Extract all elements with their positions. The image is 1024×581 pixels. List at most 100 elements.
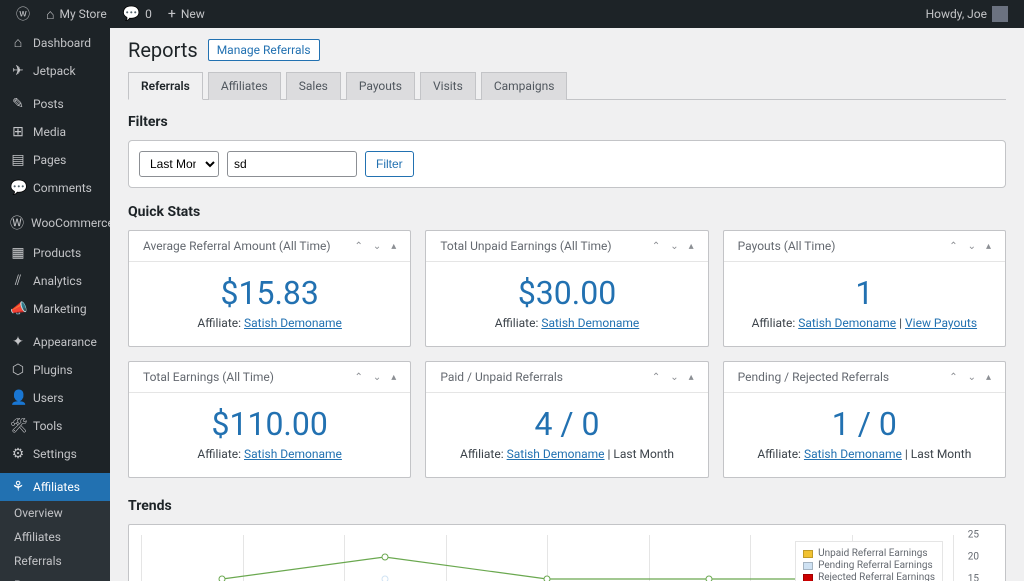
sidebar-item-appearance[interactable]: ✦Appearance (0, 328, 110, 356)
legend-item: Rejected Referral Earnings (803, 572, 935, 581)
quick-stats-heading: Quick Stats (128, 204, 1006, 220)
stat-value: $110.00 (139, 405, 400, 443)
sidebar-item-woocommerce[interactable]: Ⓦ WooCommerce (0, 207, 110, 239)
stat-controls[interactable]: ⌃⌄▴ (652, 372, 694, 383)
sidebar-item-label: Tools (33, 419, 62, 433)
stat-meta: Affiliate: Satish Demoname | View Payout… (734, 316, 995, 330)
submenu-item-overview[interactable]: Overview (0, 501, 110, 525)
howdy-text: Howdy, Joe (926, 7, 987, 21)
affiliate-link[interactable]: Satish Demoname (541, 316, 639, 330)
wp-logo[interactable]: ⓦ (8, 0, 38, 28)
sidebar-item-label: Comments (33, 181, 92, 195)
stat-controls[interactable]: ⌃⌄▴ (949, 241, 991, 252)
products-icon: ▦ (10, 245, 26, 261)
sidebar-item-jetpack[interactable]: ✈ Jetpack (0, 57, 110, 85)
tab-referrals[interactable]: Referrals (128, 72, 203, 100)
legend-item: Pending Referral Earnings (803, 560, 935, 571)
sidebar-item-pages[interactable]: ▤Pages (0, 146, 110, 174)
affiliate-link[interactable]: Satish Demoname (244, 316, 342, 330)
stat-card: Paid / Unpaid Referrals⌃⌄▴4 / 0Affiliate… (425, 361, 708, 478)
stat-controls[interactable]: ⌃⌄▴ (355, 372, 397, 383)
submenu-item-referrals[interactable]: Referrals (0, 549, 110, 573)
stat-controls[interactable]: ⌃⌄▴ (949, 372, 991, 383)
admin-sidebar: ⌂Dashboard ✈ Jetpack ✎ Posts ⊞Media▤Pages💬Com… (0, 28, 110, 581)
legend-swatch (803, 574, 813, 581)
sidebar-item-label: Posts (33, 97, 64, 111)
sidebar-item-tools[interactable]: 🛠Tools (0, 412, 110, 440)
stat-title: Average Referral Amount (All Time) (143, 239, 331, 253)
chart-marker (381, 576, 388, 581)
stat-meta: Affiliate: Satish Demoname | Last Month (734, 447, 995, 461)
sidebar-item-users[interactable]: 👤Users (0, 384, 110, 412)
tab-affiliates[interactable]: Affiliates (208, 72, 281, 100)
marketing-icon: 📣 (10, 301, 26, 317)
stats-grid: Average Referral Amount (All Time)⌃⌄▴$15… (128, 230, 1006, 478)
affiliate-link[interactable]: Satish Demoname (804, 447, 902, 461)
site-link[interactable]: ⌂My Store (38, 0, 115, 28)
stat-value: 1 / 0 (734, 405, 995, 443)
legend-label: Unpaid Referral Earnings (818, 548, 927, 559)
sidebar-item-products[interactable]: ▦ Products (0, 239, 110, 267)
plugins-icon: ⬡ (10, 362, 26, 378)
manage-referrals-button[interactable]: Manage Referrals (208, 39, 320, 61)
woocommerce-icon: Ⓦ (10, 213, 24, 233)
tab-campaigns[interactable]: Campaigns (481, 72, 568, 100)
tab-sales[interactable]: Sales (286, 72, 341, 100)
stat-title: Total Unpaid Earnings (All Time) (440, 239, 611, 253)
sidebar-item-media[interactable]: ⊞Media (0, 118, 110, 146)
sidebar-item-analytics[interactable]: ⫽Analytics (0, 267, 110, 295)
date-range-select[interactable]: Last Month (139, 151, 219, 177)
trends-chart: 10152025 Unpaid Referral EarningsPending… (141, 535, 993, 581)
main-content: Reports Manage Referrals ReferralsAffili… (110, 28, 1024, 581)
sidebar-item-label: Pages (33, 153, 66, 167)
sidebar-item-comments[interactable]: 💬Comments (0, 174, 110, 202)
stat-controls[interactable]: ⌃⌄▴ (652, 241, 694, 252)
legend-swatch (803, 550, 813, 558)
comments-link[interactable]: 💬0 (115, 0, 160, 28)
sidebar-item-label: Dashboard (33, 36, 91, 50)
stat-card: Average Referral Amount (All Time)⌃⌄▴$15… (128, 230, 411, 347)
filter-button[interactable]: Filter (365, 151, 414, 177)
affiliate-link[interactable]: Satish Demoname (507, 447, 605, 461)
sidebar-item-label: Products (33, 246, 81, 260)
y-axis: 10152025 (957, 535, 993, 581)
trends-box: 10152025 Unpaid Referral EarningsPending… (128, 524, 1006, 581)
y-tick: 25 (968, 530, 979, 541)
new-label: New (181, 7, 205, 21)
tab-payouts[interactable]: Payouts (346, 72, 415, 100)
sidebar-item-posts[interactable]: ✎ Posts (0, 90, 110, 118)
stat-title: Paid / Unpaid Referrals (440, 370, 563, 384)
account-link[interactable]: Howdy, Joe (918, 0, 1016, 28)
stat-meta: Affiliate: Satish Demoname (436, 316, 697, 330)
new-link[interactable]: + New (160, 0, 213, 28)
y-tick: 20 (968, 552, 979, 563)
sidebar-item-affiliates[interactable]: ⚘Affiliates (0, 473, 110, 501)
posts-icon: ✎ (10, 96, 26, 112)
stat-card: Total Unpaid Earnings (All Time)⌃⌄▴$30.0… (425, 230, 708, 347)
sidebar-item-plugins[interactable]: ⬡Plugins (0, 356, 110, 384)
stat-title: Total Earnings (All Time) (143, 370, 274, 384)
sidebar-item-label: Jetpack (33, 64, 76, 78)
jetpack-icon: ✈ (10, 63, 26, 79)
y-tick: 15 (968, 574, 979, 581)
affiliate-link[interactable]: Satish Demoname (244, 447, 342, 461)
settings-icon: ⚙ (10, 446, 26, 462)
stat-meta: Affiliate: Satish Demoname (139, 447, 400, 461)
affiliate-link[interactable]: Satish Demoname (798, 316, 896, 330)
stat-card: Payouts (All Time)⌃⌄▴1Affiliate: Satish … (723, 230, 1006, 347)
stat-controls[interactable]: ⌃⌄▴ (355, 241, 397, 252)
submenu-item-payouts[interactable]: Payouts (0, 573, 110, 581)
submenu-item-affiliates[interactable]: Affiliates (0, 525, 110, 549)
comment-icon: 💬 (123, 6, 140, 22)
sidebar-item-label: WooCommerce (31, 216, 110, 230)
sidebar-item-settings[interactable]: ⚙Settings (0, 440, 110, 468)
chart-legend: Unpaid Referral EarningsPending Referral… (795, 541, 943, 581)
tab-visits[interactable]: Visits (420, 72, 476, 100)
sidebar-item-marketing[interactable]: 📣 Marketing (0, 295, 110, 323)
filter-search-input[interactable] (227, 151, 357, 177)
view-payouts-link[interactable]: View Payouts (905, 316, 977, 330)
users-icon: 👤 (10, 390, 26, 406)
sidebar-item-dashboard[interactable]: ⌂Dashboard (0, 28, 110, 57)
sidebar-item-label: Marketing (33, 302, 87, 316)
plus-icon: + (168, 6, 176, 22)
